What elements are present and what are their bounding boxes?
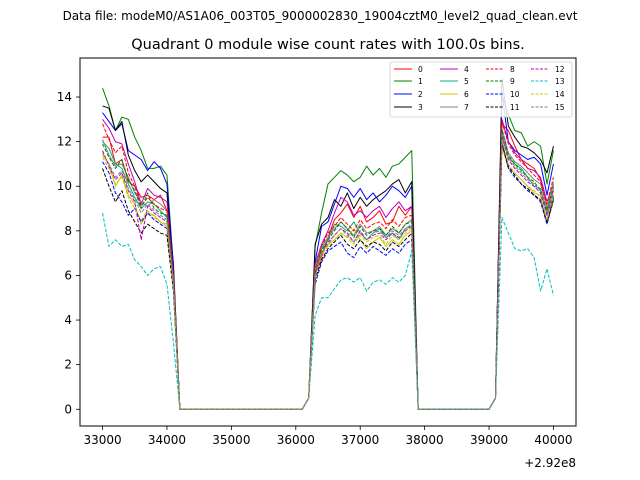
x-tick-label: 33000 [83,433,121,447]
y-tick-label: 14 [57,90,72,104]
legend-label-9: 9 [510,77,515,86]
legend-label-10: 10 [510,90,520,99]
x-tick-label: 38000 [406,433,444,447]
legend-label-3: 3 [418,103,423,112]
legend-frame [389,61,573,118]
legend-label-11: 11 [510,103,520,112]
legend-label-13: 13 [555,77,565,86]
y-tick-label: 6 [64,268,72,282]
y-tick-label: 10 [57,179,72,193]
x-tick-label: 36000 [277,433,315,447]
legend-label-7: 7 [464,103,469,112]
figure-suptitle: Data file: modeM0/AS1A06_003T05_90000028… [63,9,578,23]
plot-area [102,78,554,410]
legend-label-1: 1 [418,77,423,86]
legend-label-8: 8 [510,65,515,74]
plot-frame [79,57,577,427]
x-tick-label: 34000 [148,433,186,447]
y-axis-ticks: 0 2 4 6 8 10 12 14 [57,90,80,416]
x-axis-offset-label: +2.92e8 [524,456,576,470]
y-tick-label: 12 [57,135,72,149]
x-tick-label: 37000 [341,433,379,447]
y-tick-label: 8 [64,224,72,238]
y-tick-label: 4 [64,313,72,327]
series-layer [102,78,554,410]
legend-label-14: 14 [555,90,565,99]
chart-title: Quadrant 0 module wise count rates with … [131,37,525,53]
x-tick-label: 40000 [534,433,572,447]
x-axis-ticks: 33000 34000 35000 36000 37000 38000 39000 40000 [83,426,573,447]
y-tick-label: 0 [64,402,72,416]
legend-label-4: 4 [464,65,469,74]
legend-label-2: 2 [418,90,423,99]
x-tick-label: 39000 [470,433,508,447]
series-line-15 [102,132,554,410]
x-tick-label: 35000 [212,433,250,447]
legend-label-5: 5 [464,77,469,86]
legend-label-6: 6 [464,90,469,99]
y-tick-label: 2 [64,358,72,372]
legend-label-0: 0 [418,65,423,74]
legend-label-12: 12 [555,65,565,74]
legend-label-15: 15 [555,103,565,112]
